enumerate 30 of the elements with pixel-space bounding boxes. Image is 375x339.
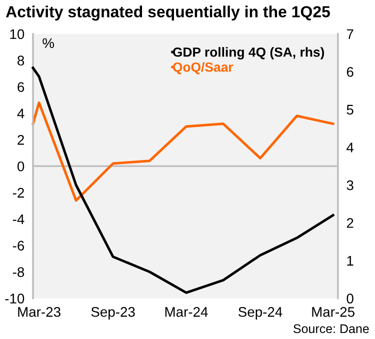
y2-tick-label: 7 [346, 29, 354, 39]
y-tick-label: 4 [17, 108, 24, 118]
x-tick-label: Mar-24 [165, 307, 208, 317]
chart-title: Activity stagnated sequentially in the 1Q25 [6, 6, 330, 21]
y2-tick-label: 6 [346, 67, 354, 77]
y-tick-label: -10 [5, 294, 24, 304]
line-series [32, 101, 334, 202]
y2-tick-label: 2 [346, 218, 354, 228]
y2-tick-label: 5 [346, 104, 354, 115]
y2-tick-label: 0 [346, 294, 354, 304]
annotation: % [42, 38, 54, 48]
y-tick-label: 6 [18, 82, 24, 92]
y-tick-label: -8 [12, 267, 24, 278]
y-tick-label: 10 [10, 29, 24, 40]
y-tick-label: -2 [12, 188, 24, 198]
x-tick-label: Mar-25 [312, 307, 354, 317]
y2-tick-label: 1 [347, 256, 354, 266]
y-tick-label: -6 [12, 240, 24, 251]
legend-label: GDP rolling 4Q (SA, rhs) [172, 47, 324, 60]
y-tick-label: 2 [18, 135, 24, 145]
x-tick-label: Mar-23 [18, 307, 60, 317]
y2-tick-label: 4 [346, 142, 354, 152]
x-tick-label: Sep-24 [238, 307, 282, 320]
y-tick-label: 8 [18, 56, 24, 66]
x-tick-label: Sep-23 [91, 307, 135, 320]
y2-tick-label: 3 [346, 180, 354, 190]
source-note: Source: Dane [294, 324, 369, 334]
legend-label: QoQ/Saar [172, 62, 234, 74]
y-tick-label: -4 [12, 214, 24, 224]
y-tick-label: 0 [17, 161, 24, 172]
